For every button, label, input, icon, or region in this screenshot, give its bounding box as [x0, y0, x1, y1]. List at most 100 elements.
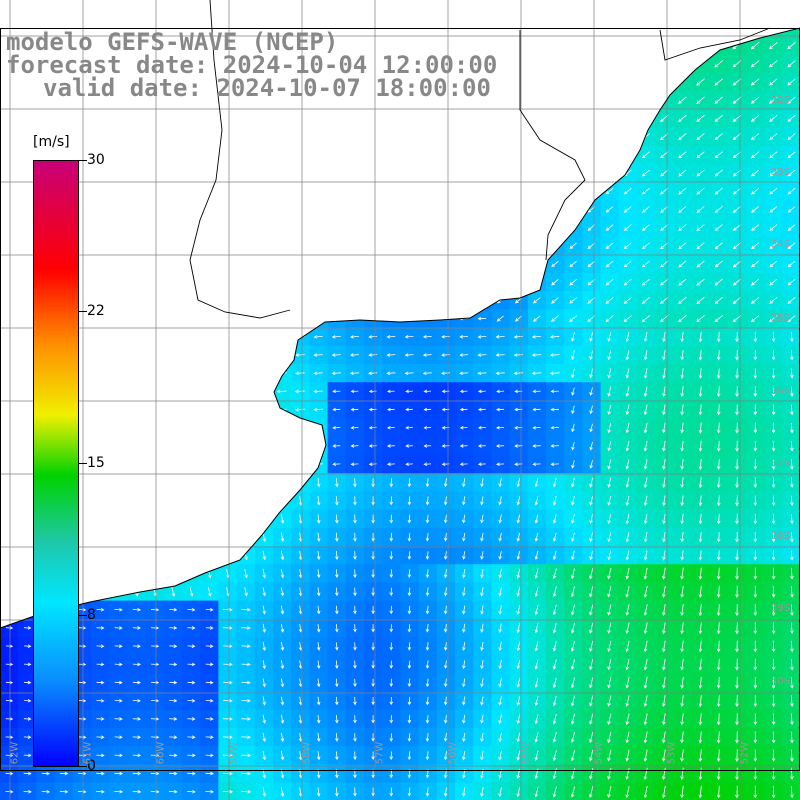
wind-arrow: [316, 714, 321, 724]
wind-arrow: [680, 767, 684, 781]
wind-arrow: [735, 640, 739, 653]
wind-arrow: [332, 407, 341, 412]
wind-speed-cell: [618, 273, 638, 292]
wind-arrow: [570, 622, 575, 634]
wind-arrow: [78, 717, 87, 721]
wind-arrow: [349, 371, 360, 375]
wind-arrow: [171, 586, 176, 597]
wind-arrow: [569, 242, 577, 249]
wind-arrow: [787, 78, 796, 86]
wind-speed-cell: [491, 309, 511, 329]
wind-arrow: [552, 641, 557, 652]
wind-arrow: [790, 767, 794, 781]
wind-arrow: [262, 587, 266, 597]
wind-arrow: [405, 462, 413, 466]
wind-arrow: [716, 404, 721, 416]
wind-arrow: [771, 658, 776, 671]
wind-arrow: [496, 444, 505, 448]
wind-arrow: [735, 567, 739, 580]
wind-arrow: [753, 513, 758, 525]
wind-arrow: [516, 641, 521, 652]
wind-speed-cell: [18, 782, 37, 800]
wind-arrow: [589, 332, 593, 342]
wind-arrow: [714, 315, 723, 323]
wind-arrow: [790, 404, 794, 416]
wind-arrow: [623, 224, 632, 231]
wind-arrow: [698, 404, 703, 416]
wind-arrow: [607, 532, 612, 543]
wind-arrow: [331, 371, 342, 375]
wind-arrow: [787, 296, 796, 304]
wind-arrow: [570, 786, 576, 798]
wind-arrow: [643, 713, 648, 726]
wind-arrow: [643, 386, 648, 397]
wind-arrow: [732, 278, 741, 286]
wind-arrow: [480, 496, 484, 506]
wind-arrow: [5, 717, 14, 721]
wind-arrow: [716, 513, 721, 525]
wind-arrow: [696, 78, 705, 86]
wind-arrow: [607, 459, 612, 470]
wind-arrow: [680, 658, 684, 671]
wind-arrow: [607, 332, 612, 343]
wind-arrow: [169, 626, 178, 630]
wind-speed-cell: [709, 291, 729, 310]
wind-arrow: [371, 587, 375, 597]
wind-arrow: [532, 315, 541, 322]
wind-arrow: [698, 513, 703, 525]
wind-arrow: [790, 477, 794, 488]
wind-arrow: [169, 735, 178, 739]
wind-arrow: [335, 605, 339, 615]
wind-arrow: [59, 789, 69, 794]
longitude-label: 60W: [155, 741, 167, 765]
wind-arrow: [425, 605, 430, 615]
wind-arrow: [678, 205, 687, 213]
wind-speed-cell: [709, 200, 729, 219]
wind-arrow: [552, 659, 557, 670]
wind-speed-cell: [782, 400, 800, 420]
wind-arrow: [787, 41, 796, 50]
wind-arrow: [513, 371, 524, 375]
wind-speed-cell: [637, 273, 656, 292]
wind-arrow: [422, 334, 432, 339]
wind-arrow: [716, 440, 721, 452]
wind-arrow: [298, 569, 303, 579]
wind-arrow: [716, 567, 721, 580]
wind-arrow: [335, 496, 339, 506]
wind-arrow: [498, 696, 502, 706]
wind-arrow: [550, 407, 559, 412]
wind-arrow: [187, 771, 196, 776]
wind-arrow: [241, 680, 251, 685]
wind-speed-cell: [673, 236, 693, 256]
wind-arrow: [371, 624, 375, 633]
wind-arrow: [751, 151, 760, 159]
wind-arrow: [480, 696, 484, 706]
wind-arrow: [643, 640, 648, 653]
wind-arrow: [662, 386, 666, 398]
wind-speed-cell: [637, 218, 656, 238]
wind-arrow: [753, 695, 758, 708]
wind-arrow: [498, 623, 502, 634]
wind-speed-cell: [564, 254, 583, 274]
wind-arrow: [114, 789, 124, 794]
wind-arrow: [698, 440, 703, 452]
latitude-label: 34S: [771, 239, 791, 250]
wind-arrow: [750, 96, 760, 104]
wind-speed-cell: [72, 782, 92, 800]
wind-arrow: [298, 605, 303, 615]
colorbar-tick-label: 0: [87, 758, 96, 774]
wind-arrow: [205, 607, 214, 612]
wind-arrow: [589, 567, 594, 580]
wind-arrow: [534, 677, 539, 688]
wind-speed-cell: [546, 254, 565, 274]
wind-arrow: [280, 514, 285, 524]
wind-arrow: [771, 640, 776, 653]
wind-arrow: [462, 587, 466, 597]
wind-arrow: [169, 644, 178, 648]
wind-arrow: [696, 242, 705, 250]
wind-arrow: [787, 60, 796, 68]
wind-speed-cell: [655, 254, 674, 274]
wind-arrow: [716, 331, 721, 343]
wind-arrow: [680, 495, 684, 507]
